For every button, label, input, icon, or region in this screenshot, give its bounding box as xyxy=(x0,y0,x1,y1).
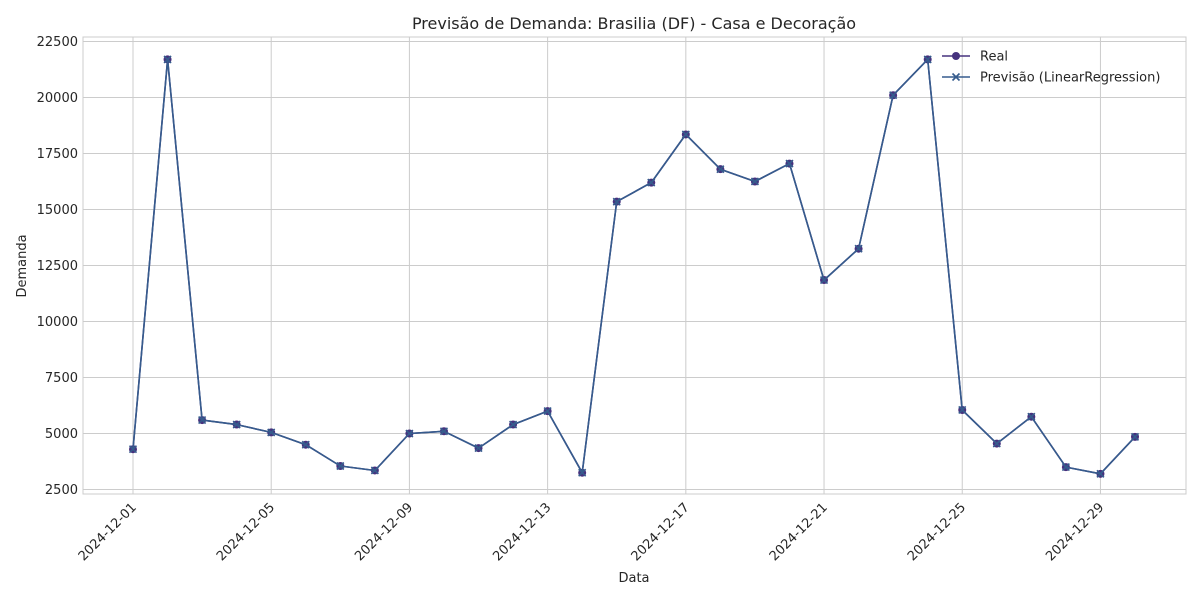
data-point-forecast xyxy=(992,439,1001,448)
data-point-forecast xyxy=(958,405,967,415)
data-point-forecast xyxy=(923,55,932,64)
x-tick-label: 2024-12-25 xyxy=(905,500,969,564)
series-line xyxy=(132,58,1136,475)
x-tick-label: 2024-12-13 xyxy=(490,500,554,564)
legend-marker xyxy=(951,72,961,82)
data-point-forecast xyxy=(370,466,379,475)
series-real xyxy=(129,55,1139,478)
y-tick-label: 20000 xyxy=(37,91,78,106)
y-tick-label: 10000 xyxy=(37,315,78,330)
y-tick-label: 7500 xyxy=(45,371,78,386)
x-axis-label: Data xyxy=(618,571,649,586)
data-point-forecast xyxy=(716,165,725,174)
legend-item: Real xyxy=(942,50,1008,65)
plot-area-frame xyxy=(82,36,1187,495)
data-point-forecast xyxy=(681,130,690,139)
x-axis-ticks: 2024-12-01 2024-12-05 2024-12-09 2024-12-13… xyxy=(76,500,1107,564)
data-point-forecast xyxy=(336,461,345,471)
y-axis-label: Demanda xyxy=(15,234,30,297)
data-point-forecast xyxy=(232,420,241,429)
y-tick-label: 15000 xyxy=(37,203,78,218)
y-tick-label: 2500 xyxy=(45,483,78,498)
data-point-forecast xyxy=(578,468,587,477)
grid xyxy=(83,37,1186,494)
data-point-forecast xyxy=(1027,412,1036,421)
x-tick-label: 2024-12-09 xyxy=(352,500,416,564)
data-point-forecast xyxy=(509,420,518,429)
chart-title: Previsão de Demanda: Brasilia (DF) - Cas… xyxy=(412,14,856,33)
x-tick-label: 2024-12-21 xyxy=(767,500,831,564)
data-point-forecast xyxy=(128,445,138,454)
y-tick-label: 5000 xyxy=(45,427,78,442)
data-point-forecast xyxy=(198,416,207,425)
y-tick-label: 17500 xyxy=(37,147,78,162)
legend-label: Previsão (LinearRegression) xyxy=(980,71,1160,86)
x-tick-label: 2024-12-17 xyxy=(629,500,693,564)
legend-item: Previsão (LinearRegression) xyxy=(942,71,1160,86)
y-tick-label: 12500 xyxy=(37,259,78,274)
series-layer xyxy=(128,55,1140,478)
data-point-forecast xyxy=(854,244,863,253)
x-tick-label: 2024-12-01 xyxy=(76,500,140,564)
y-axis-ticks: 2500 5000 7500 10000 12500 15000 17500 20000 225… xyxy=(37,35,78,498)
x-tick-label: 2024-12-05 xyxy=(214,500,278,564)
data-point-forecast xyxy=(612,197,621,206)
data-point-forecast xyxy=(889,91,898,100)
data-point-forecast xyxy=(750,177,759,186)
data-point-forecast xyxy=(405,429,414,438)
y-tick-label: 22500 xyxy=(37,35,78,50)
data-point-forecast xyxy=(1061,463,1070,472)
data-point-forecast xyxy=(647,178,656,187)
data-point-forecast xyxy=(439,427,449,436)
series-forecast xyxy=(128,55,1140,478)
data-point-forecast xyxy=(1096,469,1105,478)
data-point-forecast xyxy=(474,444,483,453)
data-point-forecast xyxy=(1130,432,1140,441)
series-line xyxy=(132,58,1136,475)
data-point-forecast xyxy=(819,275,829,285)
legend: Real Previsão (LinearRegression) xyxy=(942,50,1160,86)
data-point-forecast xyxy=(163,55,172,64)
data-point-forecast xyxy=(267,428,276,437)
x-tick-label: 2024-12-29 xyxy=(1043,500,1107,564)
legend-marker xyxy=(952,52,960,60)
data-point-forecast xyxy=(785,159,794,168)
data-point-forecast xyxy=(543,407,552,416)
legend-label: Real xyxy=(980,50,1008,65)
data-point-forecast xyxy=(301,440,310,449)
